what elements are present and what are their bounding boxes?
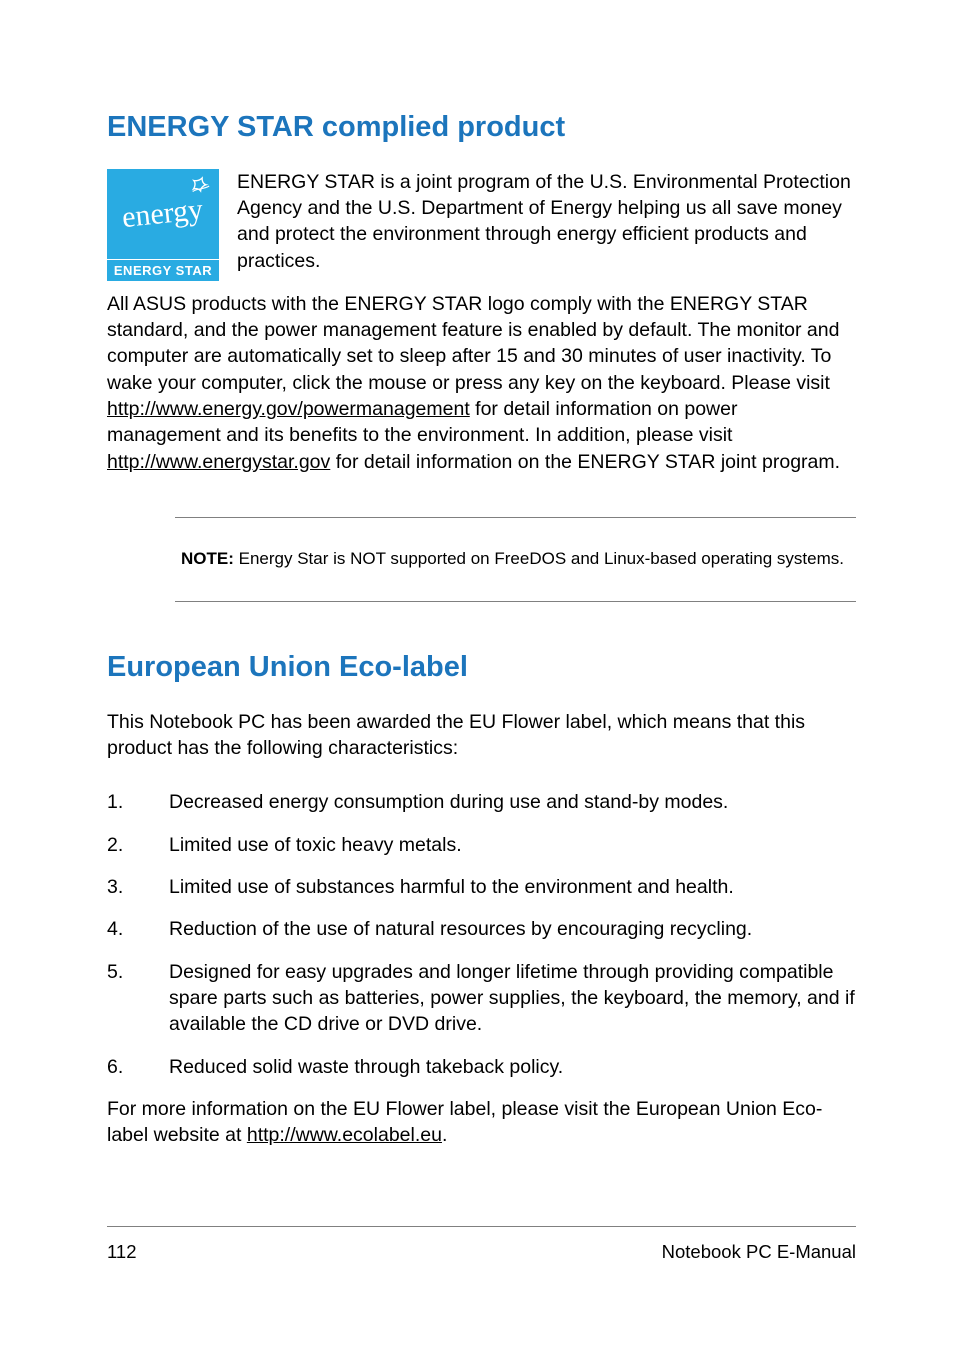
logo-label-text: ENERGY STAR xyxy=(107,259,219,281)
list-item: 1.Decreased energy consumption during us… xyxy=(107,789,856,815)
page-footer: 112 Notebook PC E-Manual xyxy=(107,1226,856,1263)
list-text: Reduction of the use of natural resource… xyxy=(169,916,856,942)
eu-intro-text: This Notebook PC has been awarded the EU… xyxy=(107,709,856,762)
list-number: 1. xyxy=(107,789,169,815)
list-number: 4. xyxy=(107,916,169,942)
closing-pre: For more information on the EU Flower la… xyxy=(107,1098,822,1146)
energy-star-intro-text: ENERGY STAR is a joint program of the U.… xyxy=(237,169,856,281)
eu-closing-text: For more information on the EU Flower la… xyxy=(107,1096,856,1149)
note-block: NOTE: Energy Star is NOT supported on Fr… xyxy=(175,517,856,602)
list-text: Designed for easy upgrades and longer li… xyxy=(169,959,856,1038)
list-number: 5. xyxy=(107,959,169,1038)
section-heading-energy-star: ENERGY STAR complied product xyxy=(107,110,856,145)
energy-star-body: All ASUS products with the ENERGY STAR l… xyxy=(107,291,856,475)
ecolabel-link[interactable]: http://www.ecolabel.eu xyxy=(247,1124,442,1146)
list-text: Limited use of substances harmful to the… xyxy=(169,874,856,900)
energy-star-logo: energy ENERGY STAR xyxy=(107,169,219,281)
list-item: 5.Designed for easy upgrades and longer … xyxy=(107,959,856,1038)
page-number: 112 xyxy=(107,1241,137,1263)
list-number: 2. xyxy=(107,832,169,858)
body-pre: All ASUS products with the ENERGY STAR l… xyxy=(107,293,839,394)
power-management-link[interactable]: http://www.energy.gov/powermanagement xyxy=(107,398,470,420)
list-text: Decreased energy consumption during use … xyxy=(169,789,856,815)
intro-row: energy ENERGY STAR ENERGY STAR is a join… xyxy=(107,169,856,281)
body-post: for detail information on the ENERGY STA… xyxy=(330,451,840,473)
list-item: 2.Limited use of toxic heavy metals. xyxy=(107,832,856,858)
list-number: 3. xyxy=(107,874,169,900)
eco-characteristics-list: 1.Decreased energy consumption during us… xyxy=(107,789,856,1080)
list-item: 6.Reduced solid waste through takeback p… xyxy=(107,1054,856,1080)
section-heading-eu-eco: European Union Eco-label xyxy=(107,650,856,685)
note-label: NOTE: xyxy=(181,549,239,568)
list-text: Limited use of toxic heavy metals. xyxy=(169,832,856,858)
list-number: 6. xyxy=(107,1054,169,1080)
note-text: Energy Star is NOT supported on FreeDOS … xyxy=(239,549,844,568)
energystar-link[interactable]: http://www.energystar.gov xyxy=(107,451,330,473)
footer-label: Notebook PC E-Manual xyxy=(662,1241,856,1263)
logo-script-text: energy xyxy=(121,195,205,233)
list-item: 3.Limited use of substances harmful to t… xyxy=(107,874,856,900)
star-icon xyxy=(189,175,211,197)
list-text: Reduced solid waste through takeback pol… xyxy=(169,1054,856,1080)
closing-post: . xyxy=(442,1124,447,1146)
list-item: 4.Reduction of the use of natural resour… xyxy=(107,916,856,942)
